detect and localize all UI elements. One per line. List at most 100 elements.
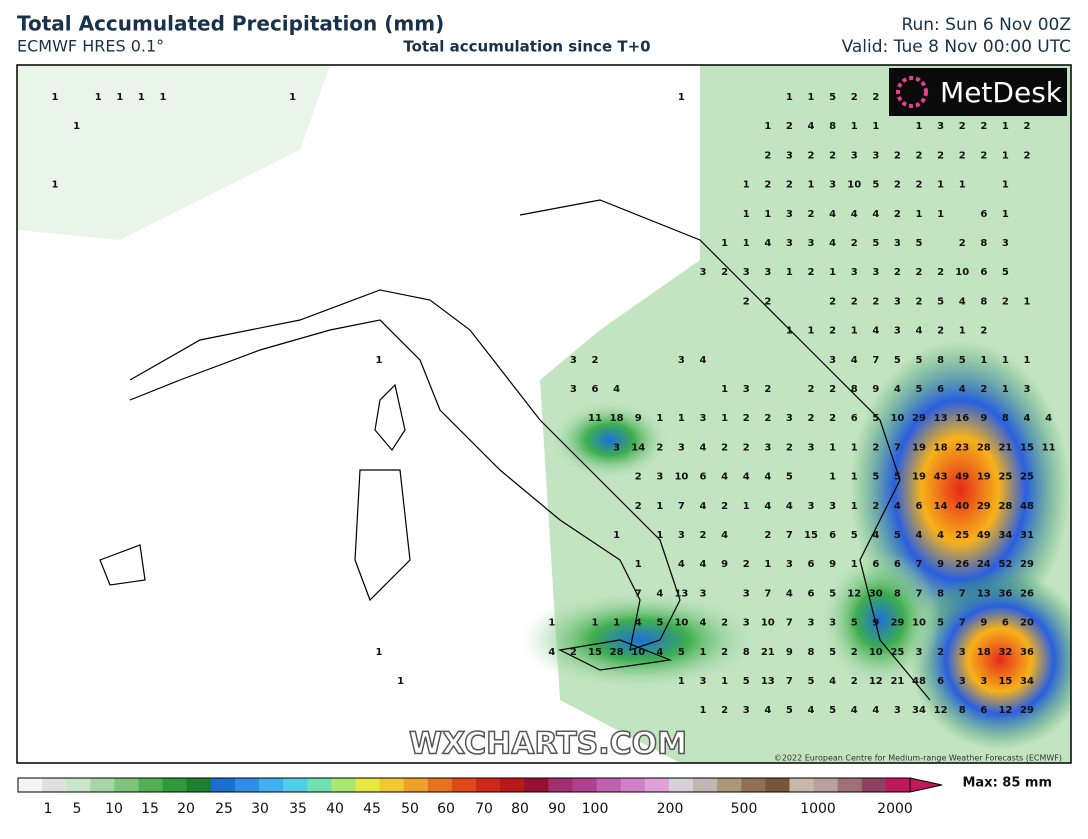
grid-value: 7	[916, 559, 923, 570]
colorbar-tick-label: 30	[251, 801, 269, 817]
grid-value: 2	[851, 676, 858, 687]
colorbar-segment	[524, 778, 549, 792]
grid-value: 2	[980, 121, 987, 132]
grid-value: 3	[743, 588, 750, 599]
grid-value: 1	[635, 559, 642, 570]
grid-value: 1	[721, 384, 728, 395]
grid-value: 4	[916, 530, 923, 541]
grid-value: 5	[1002, 267, 1009, 278]
grid-value: 3	[700, 588, 707, 599]
grid-value: 4	[959, 384, 966, 395]
grid-value: 7	[872, 355, 879, 366]
grid-value: 9	[635, 413, 642, 424]
colorbar-tick-label: 20	[177, 801, 195, 817]
grid-value: 1	[73, 121, 80, 132]
grid-value: 4	[743, 472, 750, 483]
grid-value: 15	[804, 530, 818, 541]
grid-value: 5	[916, 384, 923, 395]
grid-value: 19	[977, 472, 991, 483]
grid-value: 5	[872, 413, 879, 424]
grid-value: 3	[786, 559, 793, 570]
grid-value: 7	[678, 501, 685, 512]
grid-value: 7	[786, 618, 793, 629]
logo-text: MetDesk	[940, 76, 1063, 109]
grid-value: 9	[937, 559, 944, 570]
grid-value: 4	[635, 618, 642, 629]
grid-value: 5	[851, 530, 858, 541]
grid-value: 1	[829, 442, 836, 453]
grid-value: 6	[937, 676, 944, 687]
grid-value: 7	[894, 442, 901, 453]
grid-value: 1	[851, 326, 858, 337]
grid-value: 24	[977, 559, 991, 570]
grid-value: 10	[631, 647, 645, 658]
grid-value: 2	[872, 442, 879, 453]
grid-value: 2	[721, 618, 728, 629]
grid-value: 2	[872, 501, 879, 512]
title: Total Accumulated Precipitation (mm)	[17, 12, 444, 36]
colorbar-tick-label: 35	[289, 801, 307, 817]
grid-value: 2	[764, 180, 771, 191]
grid-value: 3	[570, 355, 577, 366]
grid-value: 1	[721, 238, 728, 249]
grid-value: 5	[872, 180, 879, 191]
grid-value: 1	[721, 413, 728, 424]
grid-value: 3	[980, 676, 987, 687]
grid-value: 32	[998, 647, 1012, 658]
grid-value: 2	[829, 326, 836, 337]
grid-value: 2	[1002, 296, 1009, 307]
grid-value: 3	[743, 267, 750, 278]
grid-value: 21	[761, 647, 775, 658]
grid-value: 1	[1002, 180, 1009, 191]
grid-value: 1	[851, 559, 858, 570]
grid-value: 1	[937, 209, 944, 220]
grid-value: 2	[700, 530, 707, 541]
grid-value: 28	[977, 442, 991, 453]
grid-value: 3	[786, 150, 793, 161]
precip-area	[17, 65, 330, 240]
grid-value: 29	[977, 501, 991, 512]
colorbar-tick-label: 10	[105, 801, 123, 817]
colorbar-tick-label: 5	[73, 801, 82, 817]
colorbar-tick-label: 1	[44, 801, 53, 817]
grid-value: 4	[808, 705, 815, 716]
grid-value: 3	[570, 384, 577, 395]
grid-value: 1	[916, 121, 923, 132]
grid-value: 1	[764, 121, 771, 132]
grid-value: 14	[934, 501, 948, 512]
grid-value: 8	[829, 121, 836, 132]
grid-value: 20	[1020, 618, 1034, 629]
colorbar-segment	[596, 778, 622, 792]
grid-value: 2	[764, 296, 771, 307]
colorbar-segment	[18, 778, 43, 792]
grid-value: 3	[808, 618, 815, 629]
colorbar-segment	[403, 778, 429, 792]
colorbar-segment	[42, 778, 67, 792]
grid-value: 1	[743, 501, 750, 512]
grid-value: 1	[138, 92, 145, 103]
grid-value: 13	[977, 588, 991, 599]
grid-value: 4	[700, 559, 707, 570]
grid-value: 5	[829, 705, 836, 716]
grid-value: 4	[548, 647, 555, 658]
colorbar-tick-label: 25	[215, 801, 233, 817]
grid-value: 5	[786, 705, 793, 716]
grid-value: 3	[1024, 384, 1031, 395]
grid-value: 1	[872, 121, 879, 132]
grid-value: 2	[894, 209, 901, 220]
grid-value: 7	[764, 588, 771, 599]
colorbar-segment	[186, 778, 212, 792]
grid-value: 4	[937, 530, 944, 541]
colorbar-tick-label: 90	[548, 801, 566, 817]
grid-value: 6	[980, 267, 987, 278]
grid-value: 3	[743, 705, 750, 716]
grid-value: 1	[376, 647, 383, 658]
grid-value: 10	[890, 413, 904, 424]
grid-value: 4	[656, 588, 663, 599]
grid-value: 1	[721, 676, 728, 687]
grid-value: 4	[829, 238, 836, 249]
colorbar-segment	[114, 778, 140, 792]
grid-value: 10	[912, 618, 926, 629]
grid-value: 9	[721, 559, 728, 570]
